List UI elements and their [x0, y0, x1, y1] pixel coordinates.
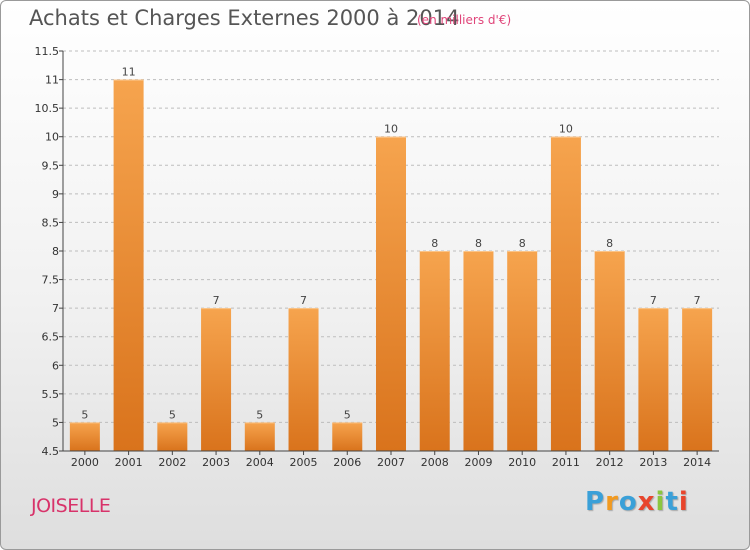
bar-2009[interactable]	[463, 251, 494, 451]
bar-2010[interactable]	[507, 251, 538, 451]
x-tick-label: 2011	[552, 456, 580, 469]
x-tick-label: 2006	[333, 456, 361, 469]
y-tick-label: 8	[52, 245, 59, 258]
y-tick-label: 4.5	[42, 445, 60, 458]
x-tick-label: 2005	[290, 456, 318, 469]
y-tick-label: 11	[45, 74, 59, 87]
bar-2002[interactable]	[157, 422, 188, 451]
axes	[59, 50, 719, 455]
logo-letter: x	[637, 487, 656, 517]
bar-2014[interactable]	[682, 308, 713, 451]
y-tick-label: 11.5	[35, 45, 60, 58]
bars	[69, 79, 713, 452]
logo-letter: i	[678, 487, 689, 517]
bar-2011[interactable]	[550, 136, 581, 451]
x-tick-label: 2003	[202, 456, 230, 469]
data-label: 5	[344, 408, 351, 421]
data-label: 5	[169, 408, 176, 421]
bar-2005[interactable]	[288, 308, 319, 451]
data-label: 8	[606, 237, 613, 250]
x-tick-label: 2007	[377, 456, 405, 469]
x-tick-label: 2010	[508, 456, 536, 469]
location-name: JOISELLE	[31, 495, 111, 517]
logo-letter: P	[585, 487, 606, 517]
bar-2003[interactable]	[201, 308, 232, 451]
data-label: 5	[256, 408, 263, 421]
x-tick-label: 2001	[115, 456, 143, 469]
data-label: 8	[431, 237, 438, 250]
data-label: 8	[475, 237, 482, 250]
data-label: 7	[650, 294, 657, 307]
logo-letter: t	[665, 487, 679, 517]
y-tick-label: 9	[52, 188, 59, 201]
bar-2001[interactable]	[113, 79, 144, 452]
logo-letter: r	[605, 487, 619, 517]
data-label: 7	[300, 294, 307, 307]
labels: 4.5 5 5.5 6 6.5 7 7.5 8 8.5 9 9.5 10 10.5 11 11.5 5 2000…	[35, 45, 712, 469]
x-tick-label: 2008	[421, 456, 449, 469]
y-tick-label: 10	[45, 131, 59, 144]
y-tick-label: 7	[52, 302, 59, 315]
bar-2008[interactable]	[419, 251, 450, 451]
bar-2012[interactable]	[594, 251, 625, 451]
data-label: 11	[122, 66, 136, 79]
x-tick-label: 2009	[464, 456, 492, 469]
x-tick-label: 2014	[683, 456, 711, 469]
bar-2007[interactable]	[376, 136, 406, 451]
logo-letter: o	[618, 487, 638, 517]
x-tick-label: 2000	[71, 456, 99, 469]
data-label: 8	[519, 237, 526, 250]
proxiti-logo[interactable]: Proxiti	[585, 487, 689, 517]
data-label: 10	[384, 123, 398, 136]
data-label: 7	[213, 294, 220, 307]
chart-title: Achats et Charges Externes 2000 à 2014	[29, 6, 460, 30]
x-tick-label: 2002	[158, 456, 186, 469]
data-label: 7	[694, 294, 701, 307]
bar-2006[interactable]	[332, 422, 363, 451]
y-tick-label: 10.5	[35, 102, 60, 115]
data-label: 5	[81, 408, 88, 421]
x-tick-label: 2004	[246, 456, 274, 469]
data-label: 10	[559, 123, 573, 136]
y-tick-label: 6	[52, 359, 59, 372]
bar-2013[interactable]	[638, 308, 669, 451]
y-tick-label: 8.5	[42, 216, 60, 229]
y-tick-label: 5	[52, 416, 59, 429]
bar-2000[interactable]	[69, 422, 100, 451]
logo-letter: i	[655, 487, 666, 517]
x-tick-label: 2012	[596, 456, 624, 469]
chart-subtitle: (en milliers d'€)	[417, 13, 512, 27]
y-tick-label: 5.5	[42, 388, 60, 401]
x-tick-label: 2013	[639, 456, 667, 469]
y-tick-label: 7.5	[42, 274, 60, 287]
y-tick-label: 9.5	[42, 159, 60, 172]
bar-2004[interactable]	[244, 422, 275, 451]
y-tick-label: 6.5	[42, 331, 60, 344]
